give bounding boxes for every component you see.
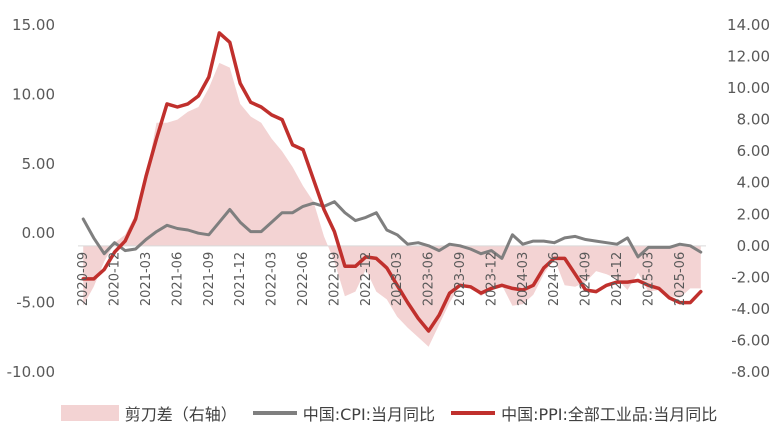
x-axis-tick: 2021-03	[139, 252, 154, 306]
left-axis-tick: 5.00	[22, 155, 55, 173]
right-axis-tick: 4.00	[737, 174, 770, 192]
right-axis-tick: 12.00	[727, 48, 770, 66]
x-axis-tick: 2024-03	[516, 252, 531, 306]
right-axis: 14.00 12.00 10.00 8.00 6.00 4.00 2.00 0.00 -2.00…	[727, 16, 770, 381]
x-axis-tick: 2024-12	[610, 252, 625, 306]
legend-label-spread: 剪刀差（右轴）	[124, 405, 237, 424]
left-axis-tick: 10.00	[12, 85, 55, 103]
right-axis-tick: 2.00	[737, 205, 770, 223]
x-axis-tick: 2021-12	[233, 252, 248, 306]
x-axis-tick: 2022-12	[359, 252, 374, 306]
right-axis-tick: 8.00	[737, 111, 770, 129]
x-axis-tick: 2023-09	[453, 252, 468, 306]
right-axis-tick: -4.00	[731, 300, 770, 318]
legend-item-cpi: 中国:CPI:当月同比	[252, 401, 436, 425]
x-axis: 2020-09 2020-12 2021-03 2021-06 2021-09 2021-…	[76, 252, 688, 306]
x-axis-tick: 2020-12	[108, 252, 123, 306]
right-axis-tick: -2.00	[731, 268, 770, 286]
x-axis-tick: 2023-03	[390, 252, 405, 306]
legend-swatch-ppi	[451, 411, 496, 415]
right-axis-tick: 6.00	[737, 142, 770, 160]
right-axis-tick: -6.00	[731, 331, 770, 349]
right-axis-tick: -8.00	[731, 363, 770, 381]
legend-swatch-spread	[60, 405, 119, 421]
x-axis-tick: 2021-06	[170, 252, 185, 306]
x-axis-tick: 2024-06	[547, 252, 562, 306]
series-line-ppi	[81, 31, 703, 333]
series-line-cpi	[81, 200, 703, 260]
legend: 剪刀差（右轴） 中国:CPI:当月同比 中国:PPI:全部工业品:当月同比	[0, 398, 778, 428]
legend-item-spread: 剪刀差（右轴）	[60, 401, 237, 425]
right-axis-tick: 0.00	[737, 237, 770, 255]
legend-swatch-cpi	[252, 411, 297, 415]
chart: 15.00 10.00 5.00 0.00 -5.00 -10.00 14.00 12.00…	[7, 16, 770, 381]
right-axis-tick: 10.00	[727, 79, 770, 97]
x-axis-tick: 2020-09	[76, 252, 91, 306]
series-area-spread	[83, 62, 701, 347]
x-axis-tick: 2021-09	[202, 252, 217, 306]
x-axis-tick: 2025-03	[641, 252, 656, 306]
plot-area	[78, 31, 706, 347]
x-axis-tick: 2022-03	[265, 252, 280, 306]
legend-item-ppi: 中国:PPI:全部工业品:当月同比	[451, 401, 717, 425]
x-axis-tick: 2023-12	[484, 252, 499, 306]
right-axis-tick: 14.00	[727, 16, 770, 34]
x-axis-tick: 2025-06	[673, 252, 688, 306]
left-axis-tick: -5.00	[16, 294, 55, 312]
x-axis-tick: 2024-09	[579, 252, 594, 306]
x-axis-tick: 2023-06	[422, 252, 437, 306]
left-axis-tick: 0.00	[22, 224, 55, 242]
x-axis-tick: 2022-06	[296, 252, 311, 306]
left-axis-tick: -10.00	[7, 363, 55, 381]
x-axis-tick: 2022-09	[327, 252, 342, 306]
legend-label-cpi: 中国:CPI:当月同比	[302, 405, 436, 424]
left-axis: 15.00 10.00 5.00 0.00 -5.00 -10.00	[7, 16, 55, 381]
left-axis-tick: 15.00	[12, 16, 55, 34]
legend-label-ppi: 中国:PPI:全部工业品:当月同比	[501, 405, 718, 424]
